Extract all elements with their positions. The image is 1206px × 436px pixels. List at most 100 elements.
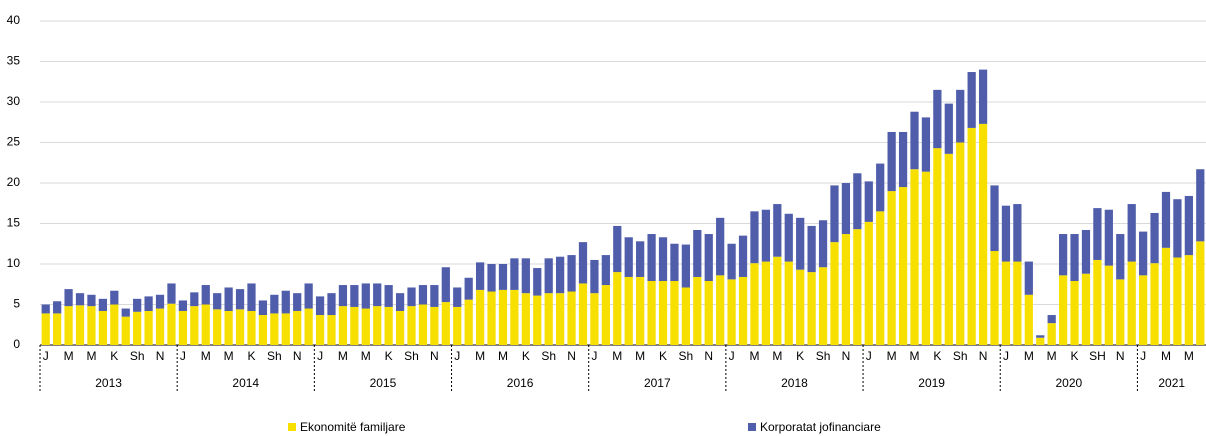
bar-segment	[1116, 279, 1125, 345]
bar-segment	[1196, 169, 1205, 242]
bar-segment	[281, 290, 290, 314]
x-tick-label: J	[43, 349, 49, 363]
bar-segment	[978, 69, 988, 124]
bar-segment	[578, 283, 588, 345]
bar-segment	[956, 89, 965, 143]
x-tick-label: Sh	[816, 349, 831, 363]
bar-segment	[693, 276, 702, 345]
bar-segment	[636, 241, 645, 277]
x-tick-label: N	[842, 349, 851, 363]
bar-segment	[876, 211, 885, 345]
bar-segment	[887, 191, 896, 345]
legend-swatch	[748, 423, 756, 431]
bar-segment	[327, 293, 336, 316]
bar-segment	[41, 313, 50, 345]
bar-segment	[601, 285, 610, 345]
bar-segment	[487, 264, 496, 292]
bar-segment	[201, 285, 210, 305]
bar-segment	[315, 315, 325, 345]
bar-segment	[475, 289, 485, 345]
bar-segment	[1173, 199, 1182, 258]
bar-segment	[407, 287, 416, 307]
bar-segment	[510, 289, 519, 345]
bar-segment	[441, 302, 450, 345]
bar-segment	[350, 285, 359, 307]
x-tick-label: J	[317, 349, 323, 363]
bar-segment	[693, 229, 702, 277]
x-tick-label: K	[659, 349, 667, 363]
bar-segment	[978, 123, 988, 346]
bar-segment	[727, 279, 736, 345]
bar-segment	[544, 258, 553, 294]
x-tick-label: Sh	[541, 349, 556, 363]
bar-segment	[1127, 261, 1136, 345]
bar-segment	[1081, 273, 1091, 345]
bar-segment	[430, 306, 439, 345]
x-tick-label: M	[1184, 349, 1194, 363]
bar-segment	[933, 89, 942, 149]
bar-segment	[304, 283, 313, 309]
x-tick-label: M	[201, 349, 211, 363]
bar-segment	[716, 275, 725, 345]
bar-segment	[761, 261, 771, 345]
bar-segment	[293, 293, 302, 311]
bar-segment	[738, 235, 748, 277]
bar-segment	[1001, 261, 1011, 345]
bar-segment	[544, 293, 553, 345]
bar-segment	[167, 303, 176, 345]
bar-segment	[1150, 263, 1159, 345]
bar-segment	[87, 294, 96, 307]
bar-segment	[1093, 259, 1102, 345]
bar-segment	[567, 291, 576, 345]
bar-segment	[1036, 335, 1045, 338]
bar-segment	[864, 221, 873, 345]
bar-segment	[681, 244, 690, 288]
x-tick-label: N	[293, 349, 302, 363]
bar-segment	[1047, 323, 1056, 345]
bar-segment	[670, 281, 679, 345]
bar-segment	[155, 308, 165, 345]
bar-segment	[464, 277, 473, 300]
x-tick-label: J	[866, 349, 872, 363]
bar-segment	[338, 285, 348, 307]
bar-segment	[944, 103, 953, 154]
bar-segment	[556, 293, 565, 345]
bar-segment	[738, 276, 748, 345]
bar-segment	[910, 111, 919, 170]
bar-segment	[1036, 337, 1045, 345]
x-tick-label: SH	[1089, 349, 1106, 363]
bar-segment	[144, 296, 153, 311]
bar-segment	[601, 255, 610, 286]
bar-segment	[784, 261, 793, 345]
bar-segment	[1139, 275, 1148, 345]
y-tick-label: 20	[7, 175, 21, 189]
x-tick-label: N	[430, 349, 439, 363]
bar-segment	[110, 290, 119, 305]
x-tick-label: J	[1140, 349, 1146, 363]
bar-segment	[41, 304, 50, 314]
bar-segment	[590, 293, 599, 345]
bar-segment	[1047, 315, 1056, 324]
bar-segment	[796, 269, 805, 345]
bar-segment	[1024, 261, 1033, 295]
bar-segment	[235, 289, 245, 310]
bar-segment	[704, 234, 713, 282]
bar-segment	[247, 310, 256, 345]
bar-segment	[418, 304, 428, 345]
bar-segment	[407, 306, 416, 345]
bar-segment	[510, 258, 519, 290]
bar-segment	[933, 148, 942, 345]
x-tick-label: M	[749, 349, 759, 363]
bar-segment	[898, 187, 908, 345]
bar-segment	[944, 153, 953, 345]
bar-segment	[1184, 195, 1193, 256]
bar-segment	[75, 293, 85, 306]
bar-segment	[178, 300, 188, 311]
x-tick-label: M	[1047, 349, 1057, 363]
bar-segment	[121, 316, 130, 345]
x-tick-label: N	[1116, 349, 1125, 363]
x-tick-label: M	[475, 349, 485, 363]
bar-segment	[64, 306, 73, 345]
bar-segment	[98, 310, 107, 345]
bar-segment	[727, 243, 736, 280]
